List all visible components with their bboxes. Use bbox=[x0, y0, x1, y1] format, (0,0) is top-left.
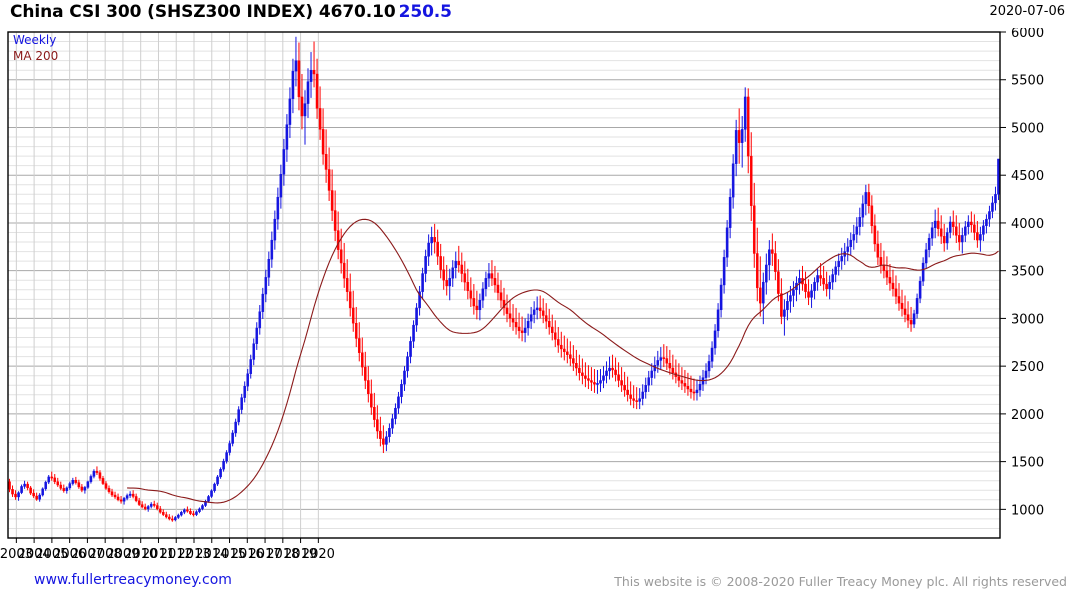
x-tick-label: 2012 bbox=[160, 547, 193, 562]
x-tick-label: 2007 bbox=[71, 547, 104, 562]
x-tick-label: 2006 bbox=[53, 547, 86, 562]
y-tick-label: 2500 bbox=[1011, 360, 1044, 375]
y-axis: 1000 1500 2000 2500 3000 3500 4000 4500 5000 5500… bbox=[1000, 28, 1044, 518]
chart-canvas[interactable]: 1000 1500 2000 2500 3000 3500 4000 4500 5000 5500… bbox=[0, 28, 1075, 568]
x-tick-label: 2011 bbox=[142, 547, 175, 562]
x-axis: 2003200420052006200720082009201020112012… bbox=[0, 538, 335, 562]
candlestick-series bbox=[8, 36, 1000, 522]
y-tick-label: 4000 bbox=[1011, 217, 1044, 232]
x-tick-label: 2019 bbox=[284, 547, 317, 562]
legend-ma-label: MA 200 bbox=[13, 49, 58, 63]
y-tick-label: 1500 bbox=[1011, 456, 1044, 471]
legend-series-label: Weekly bbox=[13, 33, 56, 47]
x-tick-label: 2014 bbox=[195, 547, 228, 562]
grid-minor bbox=[8, 41, 1000, 539]
x-tick-label: 2020 bbox=[302, 547, 335, 562]
plot-frame bbox=[7, 31, 1001, 539]
instrument-title: China CSI 300 (SHSZ300 INDEX) 4670.10 bbox=[10, 2, 396, 22]
x-tick-label: 2018 bbox=[266, 547, 299, 562]
chart-footer: www.fullertreacymoney.com This website i… bbox=[0, 568, 1075, 600]
price-change: 250.5 bbox=[398, 2, 452, 22]
x-tick-label: 2015 bbox=[213, 547, 246, 562]
x-tick-label: 2010 bbox=[124, 547, 157, 562]
copyright-notice: This website is © 2008-2020 Fuller Treac… bbox=[614, 574, 1067, 589]
site-url-link[interactable]: www.fullertreacymoney.com bbox=[34, 572, 232, 588]
x-tick-label: 2009 bbox=[106, 547, 139, 562]
page-title: China CSI 300 (SHSZ300 INDEX) 4670.10 250… bbox=[10, 2, 452, 22]
x-tick-label: 2003 bbox=[0, 547, 33, 562]
price-chart-svg[interactable]: 1000 1500 2000 2500 3000 3500 4000 4500 5000 5500… bbox=[0, 28, 1075, 568]
x-tick-label: 2008 bbox=[89, 547, 122, 562]
grid-vertical bbox=[15, 32, 319, 538]
chart-date: 2020-07-06 bbox=[989, 4, 1065, 19]
y-tick-label: 2000 bbox=[1011, 408, 1044, 423]
x-tick-label: 2016 bbox=[231, 547, 264, 562]
y-tick-label: 5500 bbox=[1011, 74, 1044, 89]
x-tick-label: 2013 bbox=[177, 547, 210, 562]
chart-header: China CSI 300 (SHSZ300 INDEX) 4670.10 250… bbox=[0, 0, 1075, 28]
y-tick-label: 4500 bbox=[1011, 169, 1044, 184]
y-tick-label: 3500 bbox=[1011, 265, 1044, 280]
y-tick-label: 3000 bbox=[1011, 312, 1044, 327]
grid-major bbox=[8, 31, 1000, 510]
y-tick-label: 5000 bbox=[1011, 121, 1044, 136]
x-tick-label: 2004 bbox=[18, 547, 51, 562]
x-tick-label: 2017 bbox=[249, 547, 282, 562]
x-tick-label: 2005 bbox=[35, 547, 68, 562]
ma-200-line bbox=[127, 218, 999, 504]
y-tick-label: 6000 bbox=[1011, 28, 1044, 41]
y-tick-label: 1000 bbox=[1011, 503, 1044, 518]
